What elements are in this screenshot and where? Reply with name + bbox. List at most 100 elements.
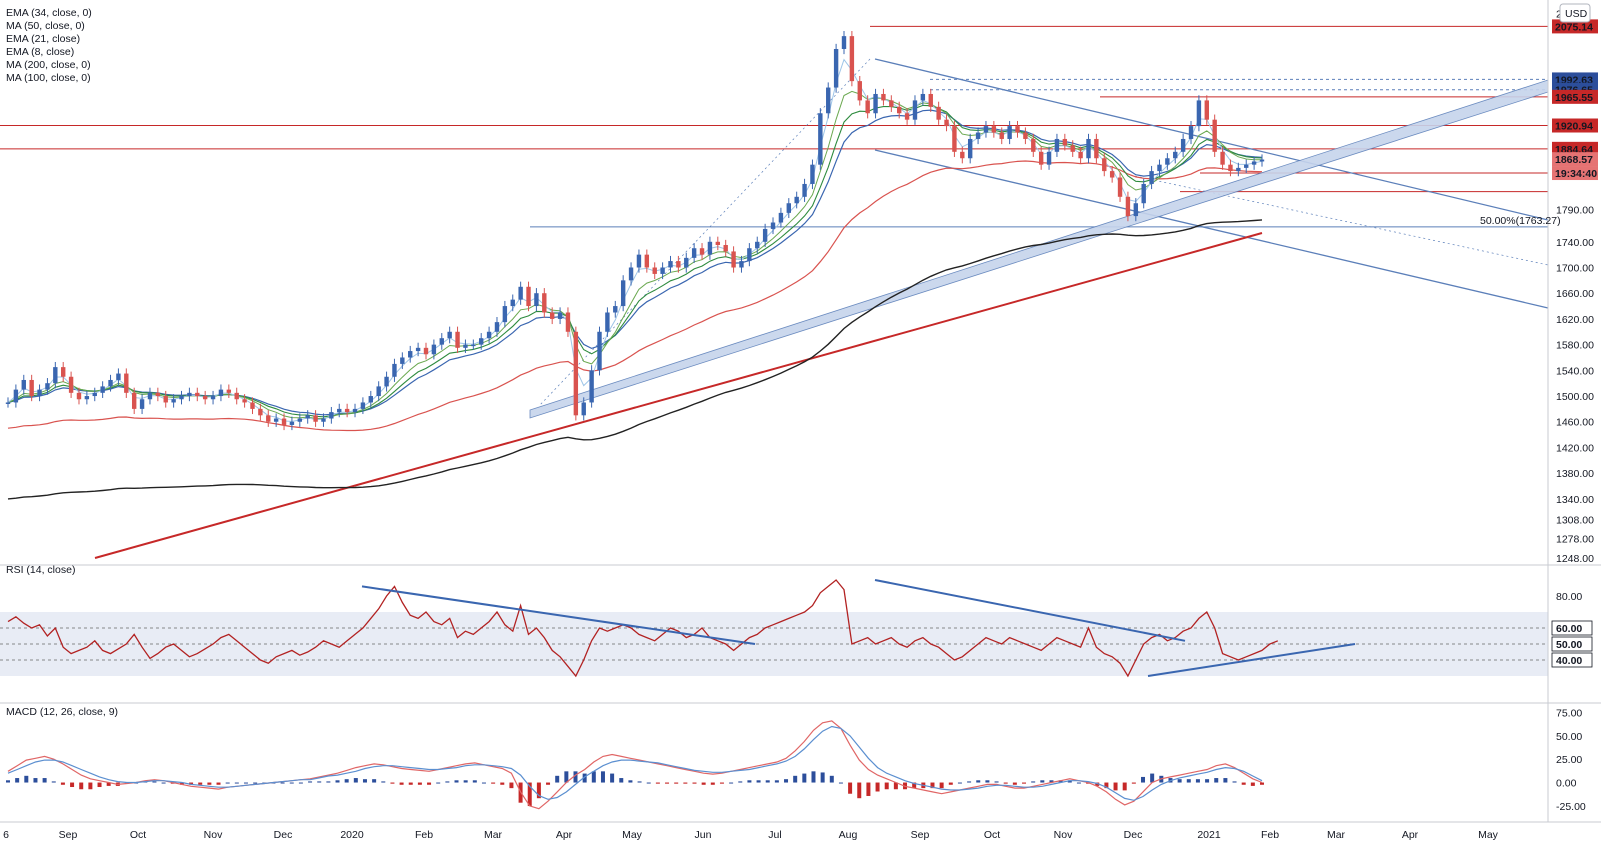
macd-title: MACD (12, 26, close, 9) — [6, 706, 118, 718]
candle-body — [423, 347, 429, 355]
candle-body — [802, 183, 807, 197]
candle-body — [108, 379, 113, 387]
candle-body — [1204, 100, 1209, 120]
price-badge-label: 1920.94 — [1555, 121, 1593, 133]
macd-hist-bar — [179, 782, 184, 785]
macd-pane[interactable] — [6, 720, 1264, 810]
macd-hist-bar — [42, 778, 47, 783]
time-tick-label: Dec — [274, 829, 293, 841]
candle-body — [967, 138, 973, 159]
channel-lower — [874, 149, 1549, 309]
macd-tick-label: 50.00 — [1556, 731, 1582, 743]
price-tick-label: 1420.00 — [1556, 442, 1594, 454]
candle-body — [778, 212, 784, 223]
time-tick-label: Feb — [1261, 829, 1279, 841]
macd-hist-bar — [1122, 782, 1127, 791]
macd-hist-bar — [582, 773, 587, 783]
price-tick-label: 1278.00 — [1556, 534, 1594, 546]
rsi-tick-label: 40.00 — [1556, 655, 1582, 667]
time-axis[interactable]: 6 Sep Oct Nov Dec 2020 Feb Mar Apr May Jun Jul Aug Se… — [3, 829, 1499, 841]
candle-body — [431, 344, 437, 355]
price-badge-label: 2075.14 — [1555, 21, 1593, 33]
candle-body — [266, 415, 271, 422]
time-tick-label: Feb — [415, 829, 433, 841]
candle-body — [518, 286, 523, 300]
candle-body — [952, 126, 957, 152]
candle-body — [904, 113, 910, 120]
price-tick-label: 1248.00 — [1556, 553, 1594, 565]
macd-hist-bar — [79, 782, 84, 790]
macd-hist-bar — [573, 771, 578, 783]
ma-line-ma200 — [7, 219, 1263, 500]
rsi-tick-label: 80.00 — [1556, 591, 1582, 603]
price-axis[interactable]: 1248.00 1278.00 1308.00 1340.00 1380.00 1420.… — [0, 0, 1601, 823]
candle-body — [889, 100, 894, 107]
macd-hist-bar — [1131, 782, 1136, 784]
macd-hist-bar — [701, 782, 706, 785]
macd-tick-label: 75.00 — [1556, 708, 1582, 720]
price-tick-label: 1580.00 — [1556, 340, 1594, 352]
candle-body — [305, 415, 310, 419]
macd-hist-bar — [555, 775, 560, 783]
rsi-tick-label: 50.00 — [1556, 639, 1582, 651]
candle-body — [297, 418, 303, 422]
candle-body — [1236, 167, 1241, 172]
macd-hist-bar — [756, 780, 761, 783]
candle-body — [329, 412, 334, 419]
macd-hist-bar — [390, 782, 395, 784]
price-tick-label: 1460.00 — [1556, 417, 1594, 429]
candle-body — [944, 119, 949, 127]
candle-body — [912, 100, 918, 120]
candle-body — [857, 81, 862, 101]
price-badge — [1552, 166, 1598, 181]
macd-hist-bar — [1022, 782, 1027, 784]
macd-hist-bar — [674, 782, 679, 784]
candle-body — [1228, 164, 1233, 172]
rsi-trendline — [361, 585, 756, 645]
price-badge-label: 1965.55 — [1555, 92, 1593, 104]
candle-body — [873, 93, 878, 114]
currency-badge[interactable] — [1559, 3, 1591, 23]
macd-hist-bar — [912, 782, 917, 789]
macd-hist-bar — [225, 782, 230, 784]
candle-body — [84, 396, 90, 400]
macd-hist-bar — [765, 780, 770, 783]
macd-hist-bar — [445, 781, 450, 783]
candle-body — [660, 267, 665, 274]
rsi-level-badge — [1551, 636, 1593, 652]
candle-body — [676, 261, 681, 268]
macd-hist-bar — [24, 775, 29, 783]
macd-hist-bar — [564, 771, 569, 783]
macd-hist-bar — [326, 781, 331, 783]
macd-hist-bar — [802, 773, 807, 783]
macd-hist-bar — [1067, 780, 1072, 783]
candle-body — [337, 408, 342, 413]
rsi-pane[interactable] — [0, 579, 1548, 678]
candle-body — [289, 421, 295, 425]
candle-body — [392, 363, 397, 377]
candle-body — [321, 418, 326, 422]
price-tick-label: 1500.00 — [1556, 391, 1594, 403]
macd-hist-bar — [793, 775, 798, 783]
macd-hist-bar — [1141, 776, 1146, 783]
macd-hist-bar — [106, 782, 111, 786]
macd-line — [7, 720, 1263, 810]
candle-body — [699, 248, 705, 255]
rsi-level-badge — [1551, 652, 1593, 668]
macd-hist-bar — [1040, 780, 1045, 783]
macd-hist-bar — [893, 782, 898, 790]
macd-hist-bar — [60, 782, 65, 785]
candle-body — [195, 392, 200, 397]
time-tick-label: 6 — [3, 829, 9, 841]
candle-body — [589, 370, 594, 403]
price-tick-label: 1660.00 — [1556, 288, 1594, 300]
candle-body — [376, 386, 381, 397]
candle-body — [881, 93, 886, 101]
macd-hist-bar — [1095, 782, 1100, 786]
macd-hist-bar — [472, 780, 477, 783]
candle-body — [368, 396, 373, 403]
candle-body — [408, 351, 413, 358]
macd-hist-bar — [308, 781, 313, 783]
